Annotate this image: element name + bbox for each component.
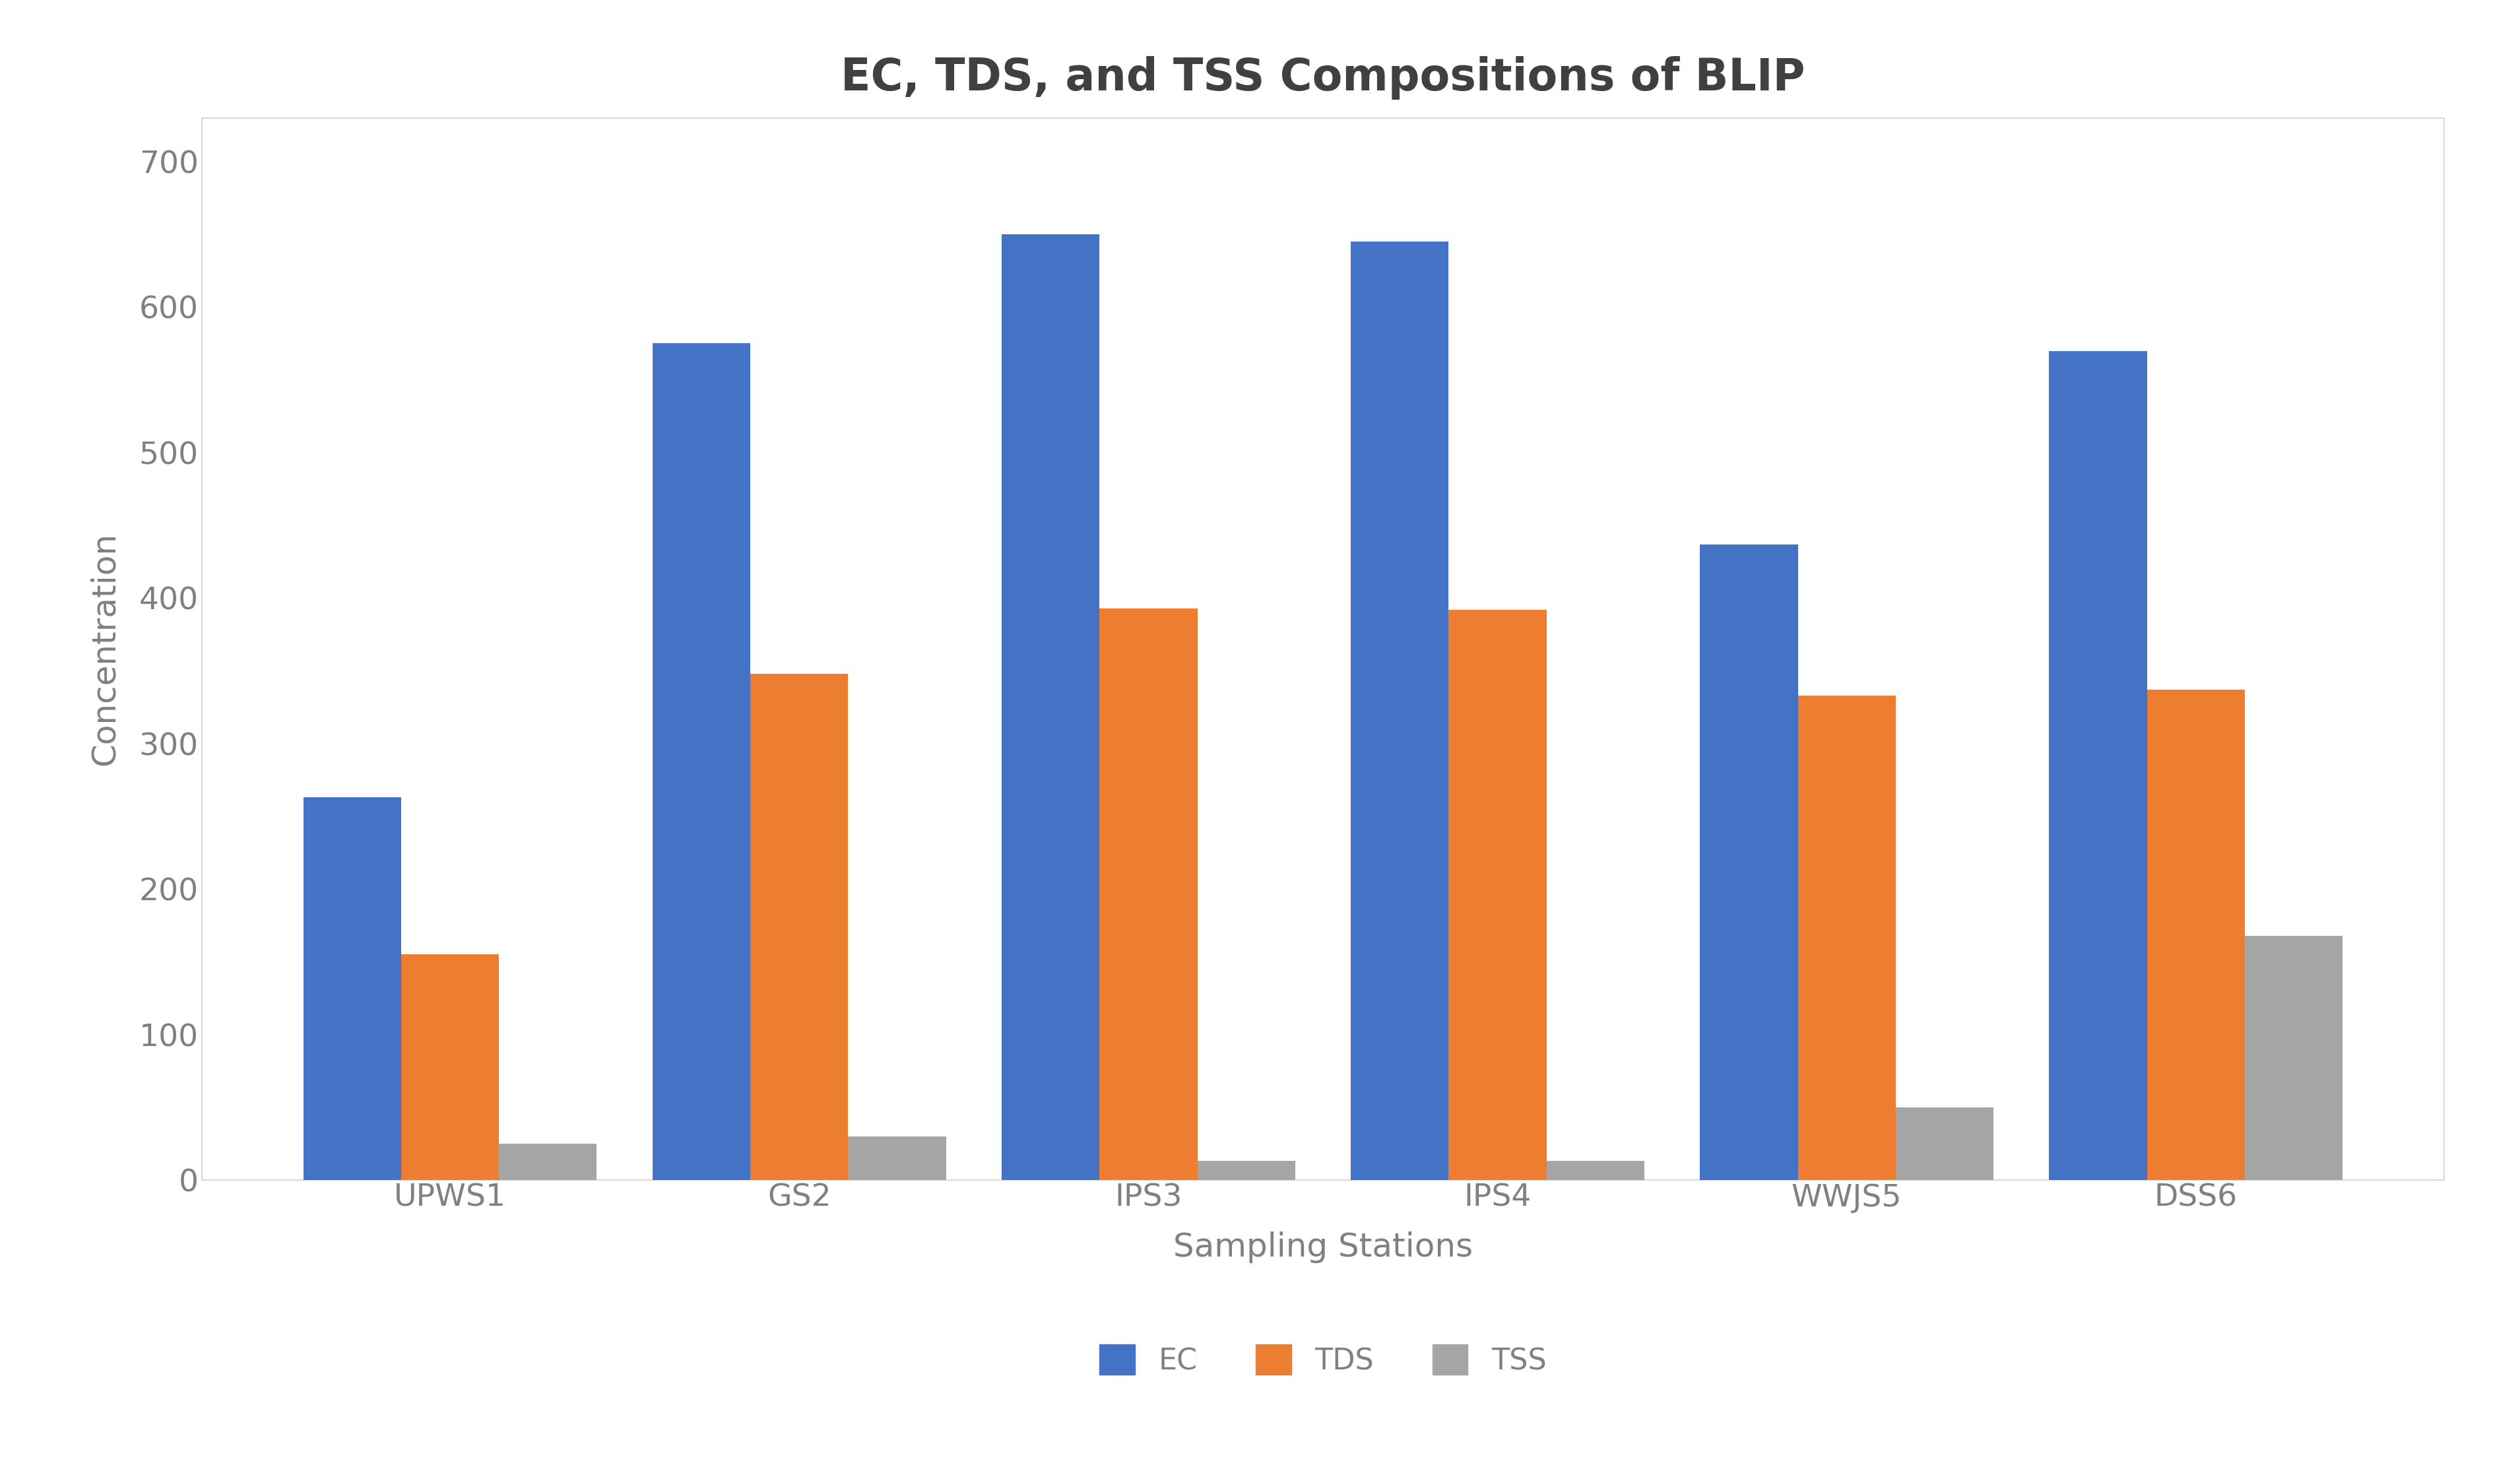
Bar	[1003, 235, 1099, 1180]
Bar	[2245, 935, 2344, 1180]
Bar	[653, 344, 751, 1180]
Bar	[2147, 690, 2245, 1180]
Bar	[1547, 1161, 1643, 1180]
Bar	[849, 1136, 945, 1180]
Bar	[1197, 1161, 1295, 1180]
Bar	[1449, 609, 1547, 1180]
Bar	[1701, 544, 1797, 1180]
Legend: EC, TDS, TSS: EC, TDS, TSS	[1076, 1322, 1570, 1398]
Bar	[499, 1143, 597, 1180]
Title: EC, TDS, and TSS Compositions of BLIP: EC, TDS, and TSS Compositions of BLIP	[842, 56, 1804, 100]
Bar	[302, 798, 401, 1180]
Bar	[751, 674, 849, 1180]
Y-axis label: Concentration: Concentration	[88, 532, 121, 766]
Bar	[1797, 696, 1895, 1180]
Bar	[2049, 351, 2147, 1180]
X-axis label: Sampling Stations: Sampling Stations	[1174, 1232, 1472, 1263]
Bar	[1895, 1108, 1993, 1180]
Bar	[1351, 242, 1449, 1180]
Bar	[1099, 608, 1197, 1180]
Bar	[401, 954, 499, 1180]
